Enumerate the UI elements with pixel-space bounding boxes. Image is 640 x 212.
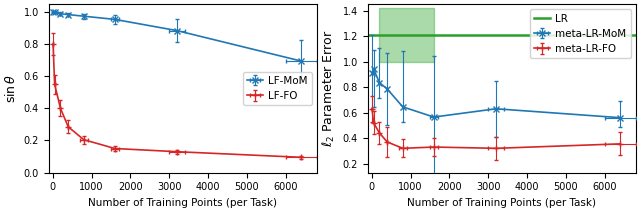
Y-axis label: $\sin \theta$: $\sin \theta$ — [4, 74, 18, 103]
Legend: LR, meta-LR-MoM, meta-LR-FO: LR, meta-LR-MoM, meta-LR-FO — [531, 9, 630, 58]
LR — [368, 33, 376, 36]
X-axis label: Number of Training Points (per Task): Number of Training Points (per Task) — [88, 198, 277, 208]
LR — [368, 33, 376, 36]
Y-axis label: $\ell_2$ Parameter Error: $\ell_2$ Parameter Error — [321, 29, 337, 147]
X-axis label: Number of Training Points (per Task): Number of Training Points (per Task) — [407, 198, 596, 208]
Legend: LF-MoM, LF-FO: LF-MoM, LF-FO — [243, 72, 312, 105]
